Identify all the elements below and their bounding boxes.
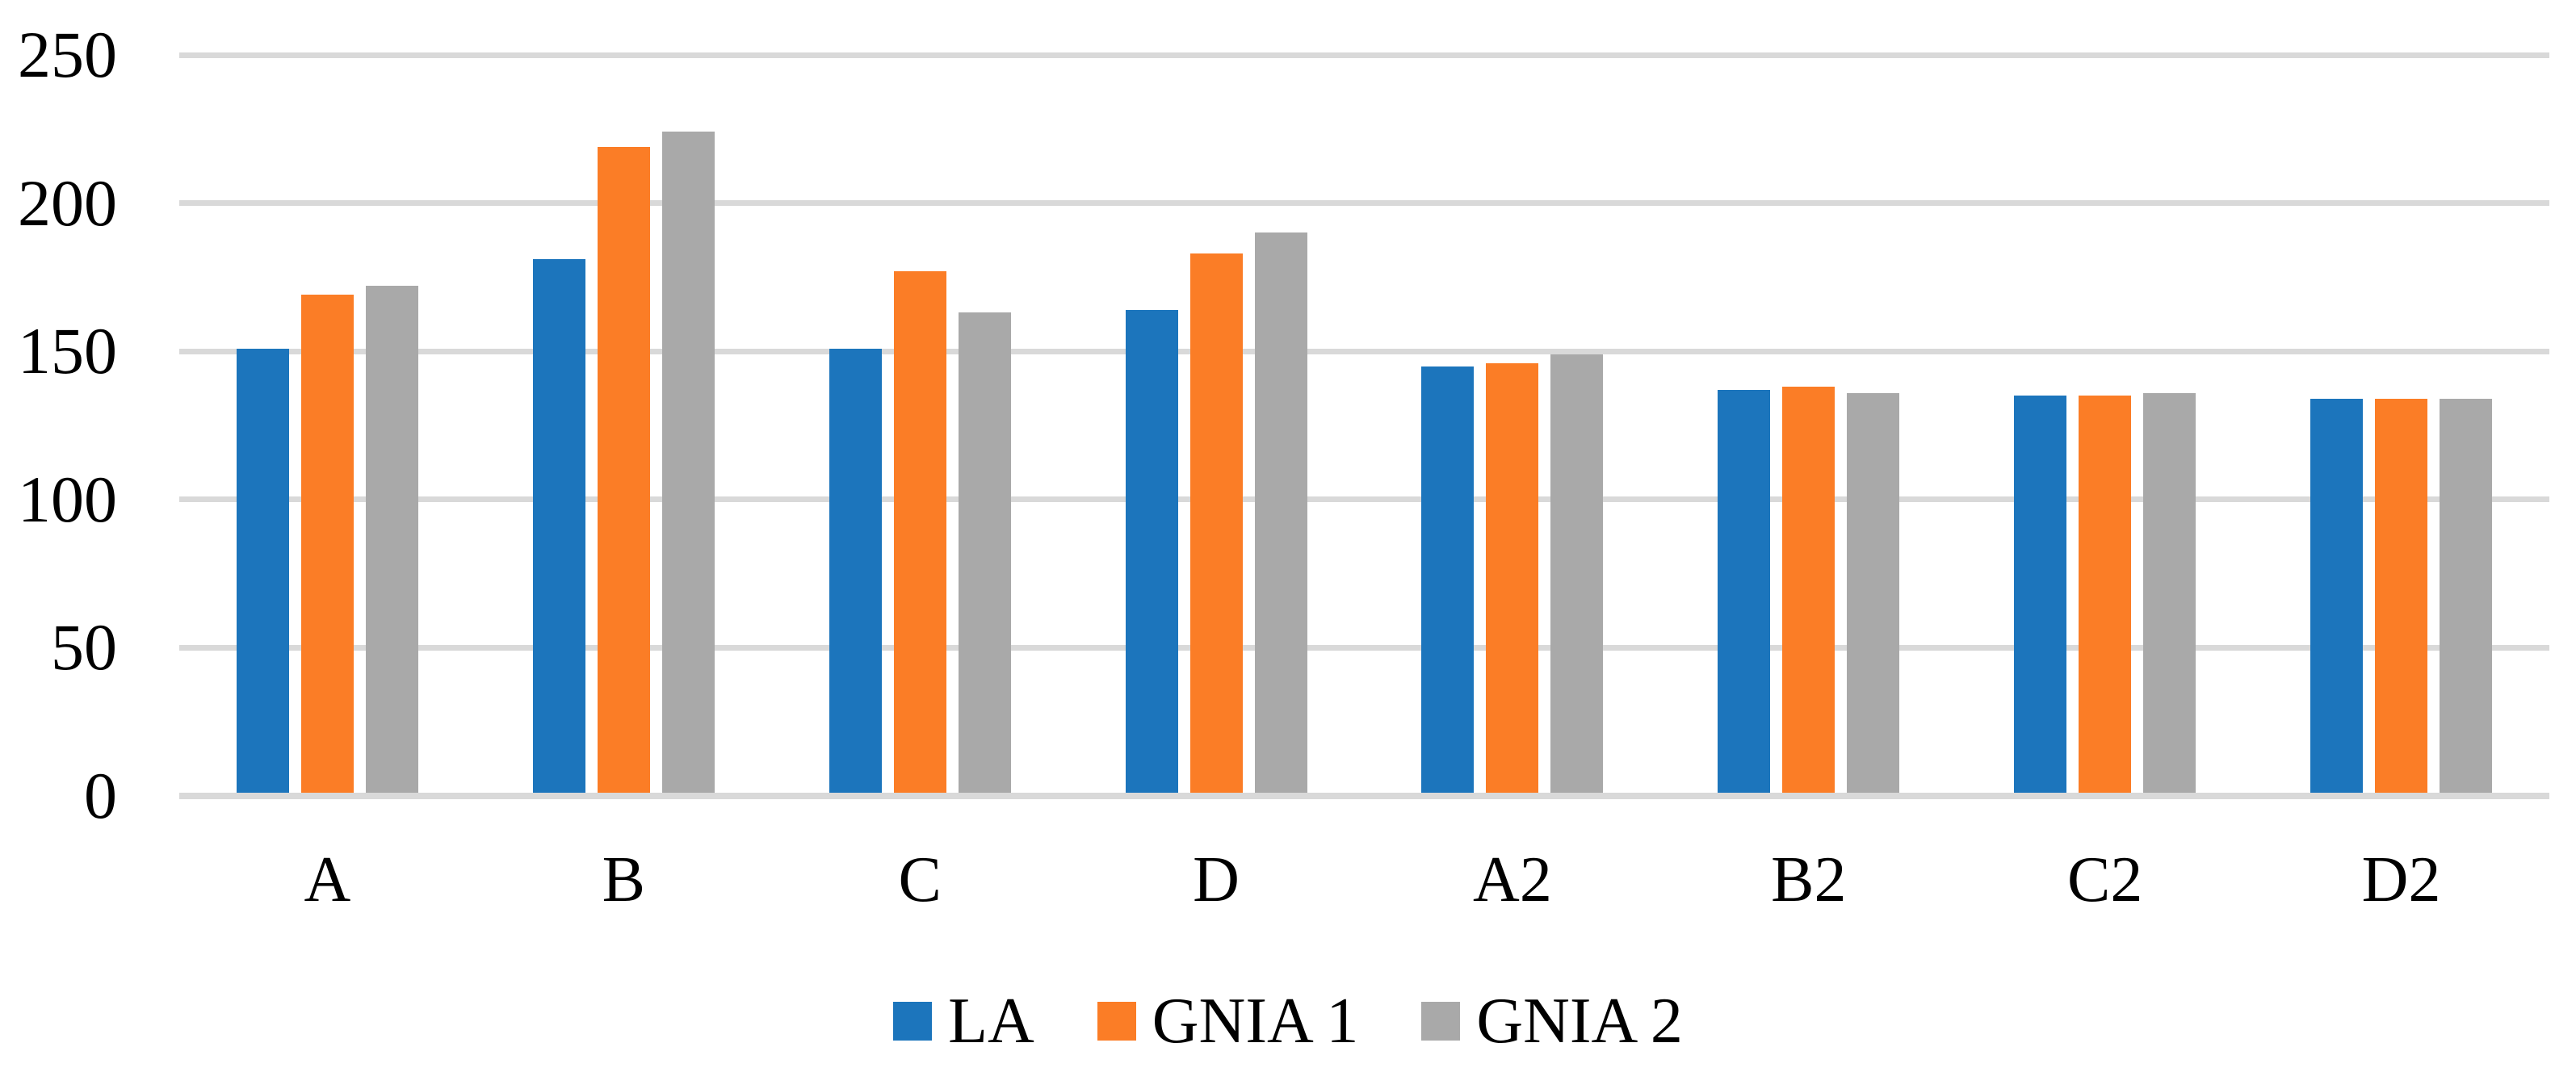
legend-label: GNIA 2 (1476, 986, 1683, 1057)
bar-A2-LA (1421, 366, 1475, 796)
bar-B2-LA (1718, 389, 1771, 796)
category-label: D (1193, 844, 1240, 915)
bar-A2-GNIA2 (1550, 354, 1604, 796)
bar-D-GNIA1 (1189, 253, 1243, 796)
category-label: B (602, 844, 645, 915)
y-tick-label: 50 (51, 610, 117, 685)
bar-D2-GNIA1 (2375, 398, 2428, 796)
gridline (179, 52, 2549, 58)
bar-group-D2 (2253, 55, 2549, 796)
y-tick-label: 100 (18, 462, 117, 536)
bar-groups (179, 55, 2549, 796)
gridline (179, 200, 2549, 207)
gridline (179, 496, 2549, 503)
gridline (179, 644, 2549, 651)
y-tick-label: 250 (18, 18, 117, 91)
bar-group-D (1068, 55, 1365, 796)
bar-C2-GNIA1 (2079, 396, 2132, 796)
bar-group-C2 (1957, 55, 2253, 796)
plot-area (179, 52, 2549, 799)
legend-item-LA: LA (893, 986, 1034, 1056)
bar-group-B2 (1660, 55, 1957, 796)
legend-swatch-GNIA1 (1097, 1002, 1136, 1041)
bar-C2-GNIA2 (2143, 392, 2196, 796)
category-label: B2 (1771, 844, 1847, 915)
legend-swatch-GNIA2 (1421, 1002, 1461, 1041)
bar-C2-LA (2014, 396, 2067, 796)
category-label: C2 (2067, 844, 2143, 915)
legend-swatch-LA (893, 1002, 933, 1041)
bar-B-GNIA1 (597, 146, 650, 796)
legend-label: LA (948, 986, 1034, 1057)
y-tick-label: 150 (18, 314, 117, 388)
bar-C-GNIA2 (958, 312, 1011, 796)
bar-group-A2 (1365, 55, 1661, 796)
bar-B2-GNIA2 (1847, 392, 1900, 796)
x-axis: A B C D A2 B2 C2 D2 (179, 840, 2549, 920)
bar-D-GNIA2 (1254, 232, 1307, 796)
bar-D-LA (1125, 309, 1178, 796)
bar-B-GNIA2 (661, 132, 715, 796)
category-label: C (898, 844, 942, 915)
category-label: A2 (1473, 844, 1552, 915)
bar-C-GNIA1 (893, 271, 946, 796)
bar-group-C (772, 55, 1068, 796)
bar-A2-GNIA1 (1486, 362, 1539, 796)
x-axis-line (179, 793, 2549, 799)
bar-A-GNIA2 (365, 286, 418, 796)
legend-label: GNIA 1 (1152, 986, 1359, 1057)
gridline (179, 348, 2549, 354)
legend: LA GNIA 1 GNIA 2 (0, 986, 2576, 1056)
category-label: D2 (2361, 844, 2441, 915)
y-tick-label: 0 (84, 759, 117, 832)
bar-A-GNIA1 (300, 295, 354, 796)
bar-group-A (179, 55, 476, 796)
bar-A-LA (236, 348, 289, 796)
bar-B-LA (532, 259, 585, 796)
bar-B2-GNIA1 (1782, 387, 1836, 796)
bar-D2-LA (2310, 398, 2364, 796)
y-tick-label: 200 (18, 165, 117, 240)
category-label: A (304, 844, 351, 915)
bar-group-B (476, 55, 772, 796)
bar-D2-GNIA2 (2440, 398, 2493, 796)
legend-item-GNIA2: GNIA 2 (1421, 986, 1683, 1056)
legend-item-GNIA1: GNIA 1 (1097, 986, 1359, 1057)
bar-C-LA (829, 348, 882, 796)
